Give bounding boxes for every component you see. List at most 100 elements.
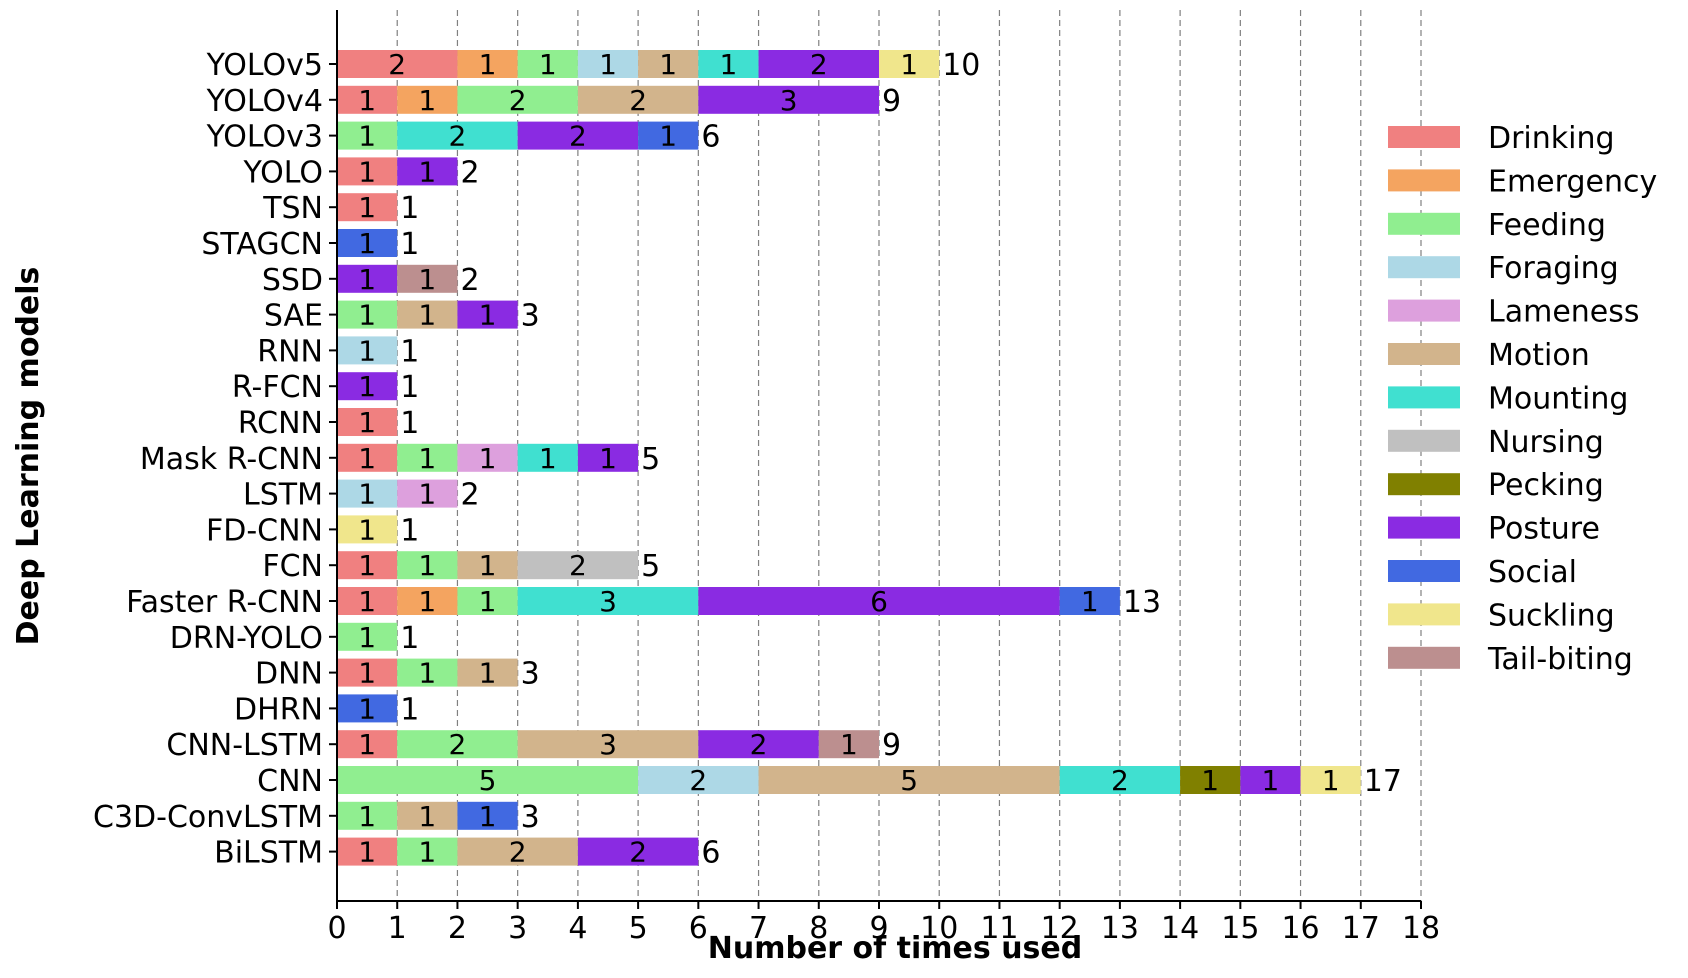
total-label-fd-cnn: 1 (400, 513, 419, 548)
bar-label-faster-r-cnn-drinking: 1 (358, 585, 376, 618)
y-tick-label-r-fcn: R-FCN (232, 370, 323, 405)
bar-cnn-lstm-feeding (397, 730, 518, 759)
legend-label-suckling: Suckling (1488, 598, 1615, 633)
bar-rnn-foraging (337, 336, 398, 365)
total-label-cnn-lstm: 9 (882, 728, 901, 763)
y-tick-label-dnn: DNN (255, 657, 323, 692)
legend-label-feeding: Feeding (1488, 208, 1606, 243)
bar-label-yolov5-feeding: 1 (539, 48, 557, 81)
bar-dnn-drinking (337, 658, 398, 687)
bar-cnn-pecking (1180, 766, 1241, 794)
bar-faster-r-cnn-feeding (457, 587, 518, 615)
bar-label-mask-r-cnn-mounting: 1 (539, 442, 557, 475)
legend-swatch-emergency (1388, 169, 1460, 192)
x-tick-label-0: 0 (327, 911, 346, 946)
bar-yolov5-emergency (457, 50, 518, 78)
bar-label-rnn-foraging: 1 (358, 334, 376, 367)
bar-label-yolov5-suckling: 1 (900, 48, 918, 81)
bar-label-ssd-posture: 1 (358, 263, 376, 296)
bar-label-fd-cnn-suckling: 1 (358, 513, 376, 546)
bar-label-yolov4-drinking: 1 (358, 84, 376, 117)
bar-yolov3-feeding (337, 121, 398, 150)
bar-label-dnn-feeding: 1 (418, 657, 436, 690)
bar-label-sae-posture: 1 (479, 299, 497, 332)
bar-fcn-nursing (517, 551, 639, 580)
bar-fd-cnn-suckling (337, 515, 398, 544)
bar-label-mask-r-cnn-posture: 1 (599, 442, 617, 475)
total-label-ssd: 2 (460, 263, 479, 298)
total-label-sae: 3 (521, 299, 540, 334)
x-tick-label-2: 2 (448, 911, 467, 946)
bar-label-dnn-drinking: 1 (358, 657, 376, 690)
bar-label-faster-r-cnn-feeding: 1 (479, 585, 497, 618)
total-label-dnn: 3 (521, 657, 540, 692)
total-label-faster-r-cnn: 13 (1123, 585, 1161, 620)
x-tick-label-10: 10 (920, 911, 958, 946)
y-tick-label-yolo: YOLO (242, 155, 323, 190)
bar-cnn-motion (758, 766, 1060, 794)
bar-dnn-feeding (397, 658, 458, 687)
legend-swatch-feeding (1388, 212, 1460, 235)
y-tick-label-yolov3: YOLOv3 (206, 120, 323, 155)
y-tick-label-drn-yolo: DRN-YOLO (170, 621, 323, 656)
legend: Drinking Emergency Feeding Foraging Lameness… (1388, 121, 1657, 677)
x-tick-label-12: 12 (1041, 911, 1079, 946)
y-tick-label-fcn: FCN (262, 549, 323, 584)
total-label-rnn: 1 (400, 334, 419, 369)
bar-ssd-posture (337, 264, 398, 293)
bar-label-yolov4-posture: 3 (780, 84, 798, 117)
bar-label-fcn-nursing: 2 (569, 549, 587, 582)
y-tick-label-yolov5: YOLOv5 (206, 48, 323, 83)
bar-label-ssd-tail-biting: 1 (418, 263, 436, 296)
y-tick-label-ssd: SSD (262, 263, 323, 298)
bar-cnn-feeding (337, 766, 639, 794)
bar-label-stagcn-social: 1 (358, 227, 376, 260)
bar-yolov4-posture (698, 85, 879, 114)
legend-swatch-social (1388, 560, 1460, 582)
bar-bilstm-feeding (397, 837, 458, 866)
legend-swatch-foraging (1388, 256, 1460, 279)
x-axis-title: Number of times used (708, 931, 1082, 966)
y-tick-label-tsn: TSN (262, 191, 323, 226)
x-tick-label-8: 8 (809, 911, 828, 946)
bar-label-cnn-lstm-drinking: 1 (358, 728, 376, 761)
legend-label-posture: Posture (1488, 512, 1600, 547)
x-tick-label-13: 13 (1101, 911, 1139, 946)
bar-label-cnn-mounting: 2 (1111, 764, 1129, 797)
legend-swatch-motion (1388, 343, 1460, 365)
bar-label-cnn-posture: 1 (1262, 764, 1280, 797)
bar-label-lstm-foraging: 1 (358, 478, 376, 511)
bar-label-cnn-pecking: 1 (1201, 764, 1219, 797)
bar-label-yolov5-posture: 2 (810, 48, 828, 81)
total-label-lstm: 2 (460, 478, 479, 513)
y-tick-label-bilstm: BiLSTM (214, 836, 323, 871)
bar-mask-r-cnn-posture (577, 443, 639, 472)
bar-label-yolov3-mounting: 2 (449, 120, 467, 153)
bar-bilstm-motion (457, 837, 578, 866)
total-label-drn-yolo: 1 (400, 621, 419, 656)
bar-yolov5-motion (638, 50, 699, 78)
bar-label-yolo-posture: 1 (418, 155, 436, 188)
bar-label-yolov5-emergency: 1 (479, 48, 497, 81)
bar-label-cnn-lstm-feeding: 2 (449, 728, 467, 761)
legend-swatch-lameness (1388, 299, 1460, 322)
bar-label-dhrn-social: 1 (358, 692, 376, 725)
legend-label-lameness: Lameness (1488, 295, 1640, 330)
bar-r-fcn-posture (337, 372, 398, 401)
bar-cnn-lstm-motion (517, 730, 699, 759)
bar-label-yolov5-mounting: 1 (720, 48, 738, 81)
y-tick-label-lstm: LSTM (243, 478, 323, 513)
y-tick-label-cnn: CNN (257, 764, 323, 799)
x-tick-label-4: 4 (568, 911, 587, 946)
bar-bilstm-drinking (337, 837, 398, 866)
total-label-yolov4: 9 (882, 84, 901, 119)
x-tick-label-1: 1 (388, 911, 407, 946)
bar-label-cnn-motion: 5 (900, 764, 918, 797)
bar-dnn-motion (457, 658, 518, 687)
bar-label-cnn-foraging: 2 (689, 764, 707, 797)
bar-label-bilstm-motion: 2 (509, 836, 527, 869)
bar-label-cnn-feeding: 5 (479, 764, 497, 797)
bar-label-yolov3-social: 1 (659, 120, 677, 153)
x-tick-label-18: 18 (1402, 911, 1440, 946)
